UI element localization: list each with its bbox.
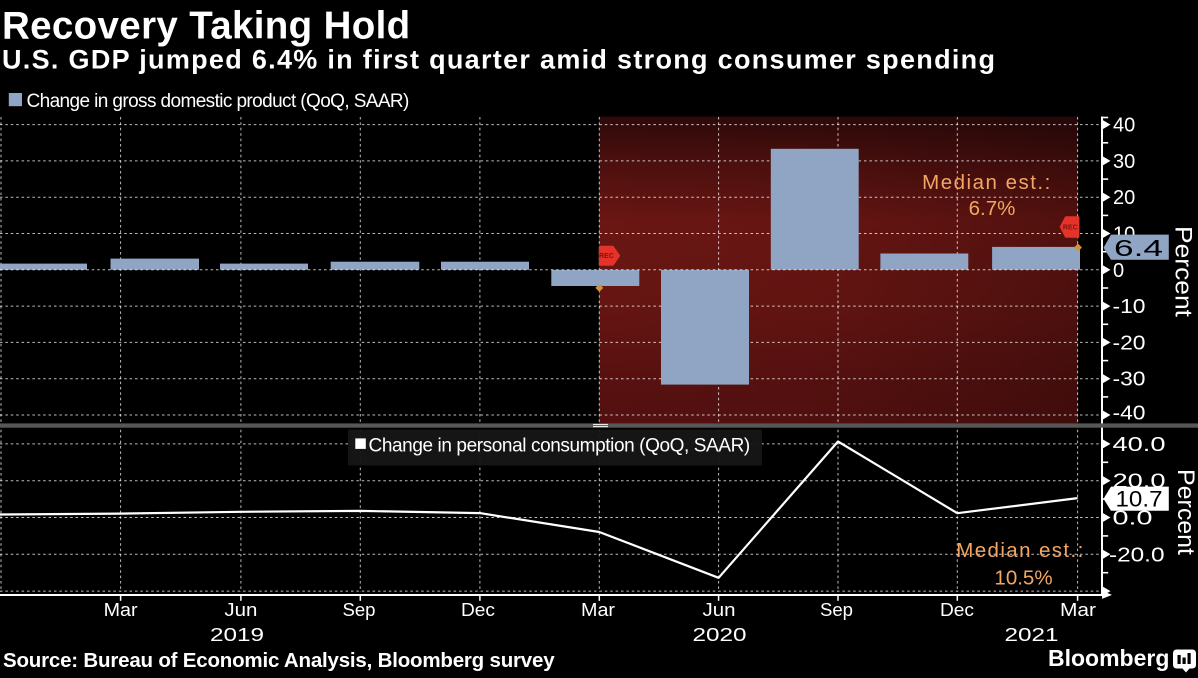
svg-text:U.S. GDP jumped 6.4% in first: U.S. GDP jumped 6.4% in first quarter am… xyxy=(2,45,996,75)
svg-text:2019: 2019 xyxy=(210,624,264,645)
svg-text:Dec: Dec xyxy=(940,599,974,620)
svg-text:-20: -20 xyxy=(1113,332,1146,354)
svg-text:Dec: Dec xyxy=(461,599,495,620)
svg-text:-40: -40 xyxy=(1113,403,1146,425)
svg-text:0.0: 0.0 xyxy=(1113,508,1153,530)
svg-text:30: 30 xyxy=(1113,151,1135,173)
svg-text:Source: Bureau of Economic Ana: Source: Bureau of Economic Analysis, Blo… xyxy=(3,649,555,672)
svg-text:10.5%: 10.5% xyxy=(994,567,1052,590)
svg-text:Mar: Mar xyxy=(1060,599,1096,620)
svg-text:Mar: Mar xyxy=(581,599,615,620)
svg-text:Change in gross domestic produ: Change in gross domestic product (QoQ, S… xyxy=(27,91,410,112)
svg-text:REC: REC xyxy=(599,253,614,260)
svg-text:Median est.:: Median est.: xyxy=(922,171,1052,194)
svg-text:Percent: Percent xyxy=(1172,469,1198,555)
svg-text:Jun: Jun xyxy=(703,599,736,620)
svg-text:-20.0: -20.0 xyxy=(1109,544,1165,566)
svg-text:Median est.:: Median est.: xyxy=(956,539,1084,562)
svg-text:2020: 2020 xyxy=(693,624,747,645)
svg-text:Recovery Taking Hold: Recovery Taking Hold xyxy=(2,5,411,48)
svg-text:Bloomberg: Bloomberg xyxy=(1048,645,1169,671)
svg-text:Jun: Jun xyxy=(224,599,257,620)
svg-text:40: 40 xyxy=(1113,115,1135,137)
svg-text:Sep: Sep xyxy=(343,599,376,620)
svg-text:6.4: 6.4 xyxy=(1114,235,1163,261)
svg-text:2021: 2021 xyxy=(1005,624,1059,645)
svg-text:20: 20 xyxy=(1113,187,1135,209)
svg-text:0: 0 xyxy=(1113,260,1124,282)
svg-text:Change in personal consumption: Change in personal consumption (QoQ, SAA… xyxy=(369,436,750,457)
svg-text:Percent: Percent xyxy=(1170,226,1197,317)
svg-text:-30: -30 xyxy=(1113,369,1146,391)
svg-text:10.7: 10.7 xyxy=(1116,487,1163,512)
svg-text:Sep: Sep xyxy=(820,599,853,620)
svg-text:Mar: Mar xyxy=(104,599,138,620)
svg-text:REC: REC xyxy=(1063,224,1078,231)
svg-text:6.7%: 6.7% xyxy=(969,197,1016,220)
svg-text:-10: -10 xyxy=(1113,296,1146,318)
svg-text:40.0: 40.0 xyxy=(1113,434,1166,456)
